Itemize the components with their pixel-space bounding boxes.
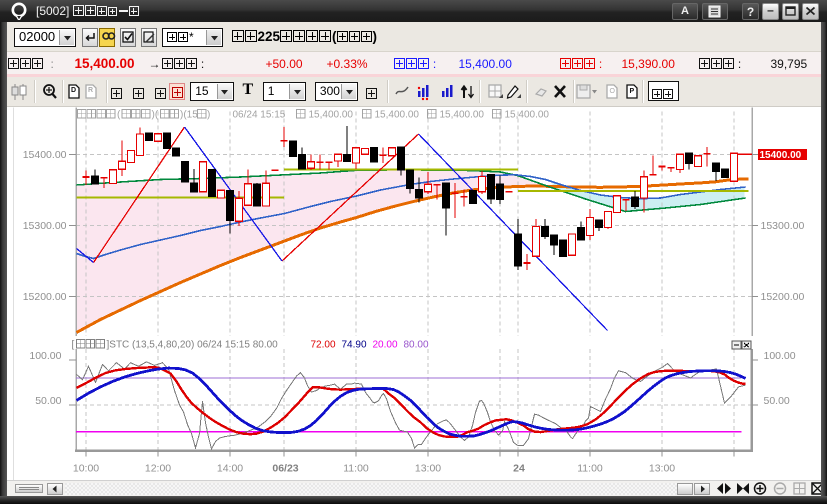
svg-text:(: ( bbox=[117, 109, 121, 120]
svg-text:15,400.00: 15,400.00 bbox=[504, 109, 549, 120]
svg-text:11:00: 11:00 bbox=[343, 462, 369, 474]
svg-text:06/23: 06/23 bbox=[272, 462, 298, 474]
svg-text:)(: )( bbox=[151, 109, 158, 120]
svg-text:)(15: )(15 bbox=[180, 109, 198, 120]
svg-text:]STC (13,5,4,80,20) 06/24 15:1: ]STC (13,5,4,80,20) 06/24 15:15 80.00 bbox=[106, 339, 278, 350]
svg-text:O: O bbox=[610, 88, 616, 95]
svg-text:50.00: 50.00 bbox=[35, 394, 61, 406]
svg-text:R: R bbox=[88, 87, 93, 94]
svg-text:15,400.00: 15,400.00 bbox=[374, 109, 419, 120]
svg-text:15400.00: 15400.00 bbox=[22, 148, 66, 160]
svg-text:15,400.00: 15,400.00 bbox=[308, 109, 353, 120]
svg-text:100.00: 100.00 bbox=[763, 350, 795, 362]
svg-text:10:00: 10:00 bbox=[72, 462, 98, 474]
svg-text:12:00: 12:00 bbox=[144, 462, 170, 474]
svg-text:20.00: 20.00 bbox=[372, 339, 397, 350]
svg-text:100.00: 100.00 bbox=[29, 350, 61, 362]
svg-text:50.00: 50.00 bbox=[763, 394, 789, 406]
svg-text:13:00: 13:00 bbox=[648, 462, 674, 474]
svg-text:24: 24 bbox=[513, 462, 525, 474]
svg-text:15300.00: 15300.00 bbox=[22, 219, 66, 231]
svg-text:15400.00: 15400.00 bbox=[759, 150, 801, 161]
svg-text:15300.00: 15300.00 bbox=[760, 219, 804, 231]
svg-text:D: D bbox=[71, 87, 76, 94]
svg-text:15200.00: 15200.00 bbox=[22, 290, 66, 302]
svg-text:P: P bbox=[629, 88, 634, 95]
svg-text:80.00: 80.00 bbox=[403, 339, 428, 350]
svg-text:13:00: 13:00 bbox=[414, 462, 440, 474]
svg-text:06/24 15:15: 06/24 15:15 bbox=[232, 109, 285, 120]
svg-text:15,400.00: 15,400.00 bbox=[439, 109, 484, 120]
svg-text:72.00: 72.00 bbox=[310, 339, 335, 350]
svg-text:11:00: 11:00 bbox=[577, 462, 603, 474]
svg-text:74.90: 74.90 bbox=[341, 339, 366, 350]
svg-text:[: [ bbox=[71, 339, 74, 350]
svg-text:15200.00: 15200.00 bbox=[760, 290, 804, 302]
svg-text:14:00: 14:00 bbox=[216, 462, 242, 474]
svg-text:): ) bbox=[207, 109, 210, 120]
